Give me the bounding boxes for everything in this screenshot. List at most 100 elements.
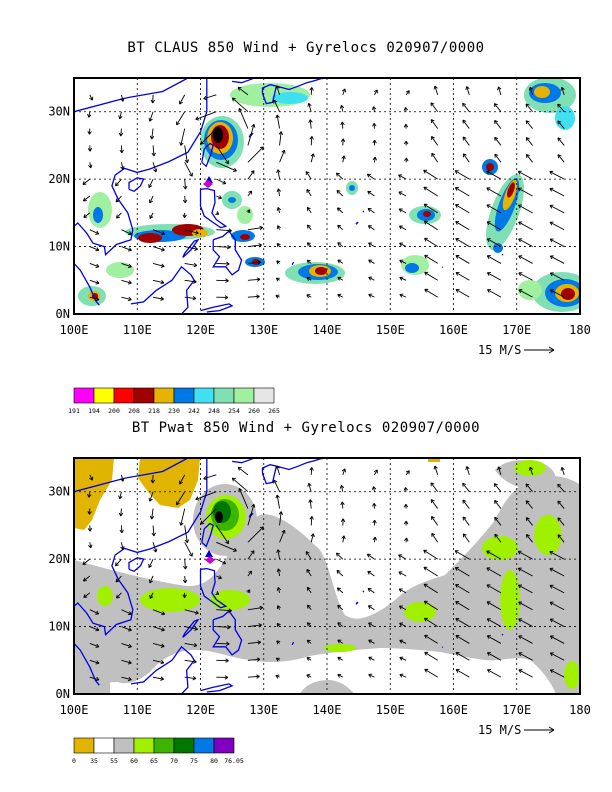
wind-vector [179,94,186,105]
wind-vector [487,255,502,264]
wind-vector-head [276,188,281,193]
wind-vector [121,676,132,681]
wind-vector-head [127,296,132,302]
wind-vector [557,120,565,129]
wind-vector-head [258,243,262,248]
wind-vector-head [423,583,428,588]
wind-vector-head [194,230,199,235]
bottom-wind-vectors [82,465,565,682]
wind-vector-head [87,131,92,135]
wind-vector [247,675,260,678]
wind-vector-head [82,181,87,185]
wind-vector-head [494,153,499,158]
colorbar-label: 191 [68,407,80,415]
wind-vector [82,558,91,565]
wind-vector-head [430,499,435,504]
coastline [441,266,444,268]
wind-vector-head [487,669,491,673]
wind-vector-head [182,579,188,584]
wind-vector-head [486,584,491,589]
wind-vector [337,276,344,281]
wind-vector [276,85,280,95]
wind-vector [216,161,237,172]
wind-vector-head [337,224,342,229]
wind-vector-head [398,571,403,576]
wind-vector-head [486,204,491,209]
wind-vector-head [339,104,345,109]
wind-vector [89,609,99,615]
wind-vector [455,187,470,197]
wind-vector [368,605,375,611]
wind-vector-head [403,140,409,145]
wind-vector [148,178,154,188]
wind-vector-head [337,622,342,627]
wind-vector-head [399,242,404,247]
wind-vector-head [494,500,498,504]
wind-vector-head [259,605,264,611]
coastline [362,210,365,213]
wind-vector-head [161,231,166,236]
wind-vector-head [258,623,262,628]
wind-vector-head [248,190,253,195]
wind-vector [367,190,375,197]
wind-vector-head [256,294,260,299]
wind-vector [399,622,407,627]
colorbar-label: 60 [130,757,138,765]
y-tick-label: 10N [48,240,70,254]
wind-vector-head [148,184,153,188]
wind-vector-head [149,515,155,520]
wind-vector-head [368,622,373,627]
wind-vector-head [222,180,227,185]
wind-vector-head [160,296,164,301]
wind-vector [455,584,470,594]
bottom-gyre-marker-blue [205,550,213,557]
coastline [362,590,365,593]
wind-vector [216,626,231,628]
wind-vector [424,634,438,644]
wind-vector-head [525,483,530,488]
wind-vector [518,669,533,678]
wind-vector [405,470,410,476]
wind-vector-head [306,674,311,679]
wind-vector [216,246,231,248]
wind-vector-head [399,656,404,661]
wind-vector [89,296,100,301]
wind-vector [373,106,375,112]
wind-vector-head [306,639,311,644]
wind-vector-head [195,116,200,121]
wind-vector [561,467,565,475]
wind-vector [337,674,344,678]
wind-vector-head [341,468,347,473]
wind-vector-head [276,605,281,610]
wind-vector-head [518,272,523,277]
colorbar-swatch [93,737,115,754]
wind-vector-head [116,594,121,599]
wind-vector [179,474,186,485]
wind-vector [518,238,533,247]
wind-vector-head [160,280,165,285]
wind-vector-head [399,673,404,678]
wind-vector-head [193,642,198,648]
wind-vector-head [192,296,197,301]
coastline [355,221,359,225]
wind-vector [277,568,281,577]
wind-vector [399,605,407,611]
wind-vector-head [518,652,523,657]
wind-vector-head [118,115,123,120]
wind-vector [494,103,502,112]
wind-vector-head [87,493,92,498]
wind-vector-head [148,497,153,502]
wind-vector-head [486,238,491,243]
wind-vector [184,145,188,163]
wind-vector [399,242,407,247]
wind-vector-head [341,535,346,540]
wind-vector [466,86,470,95]
wind-vector-head [340,501,345,506]
wind-vector-head [372,519,377,524]
wind-vector [121,94,124,102]
wind-vector-head [335,172,340,177]
wind-vector [398,571,407,577]
wind-vector-head [368,656,373,661]
wind-vector-head [557,137,562,142]
y-tick-label: 20N [48,552,70,566]
